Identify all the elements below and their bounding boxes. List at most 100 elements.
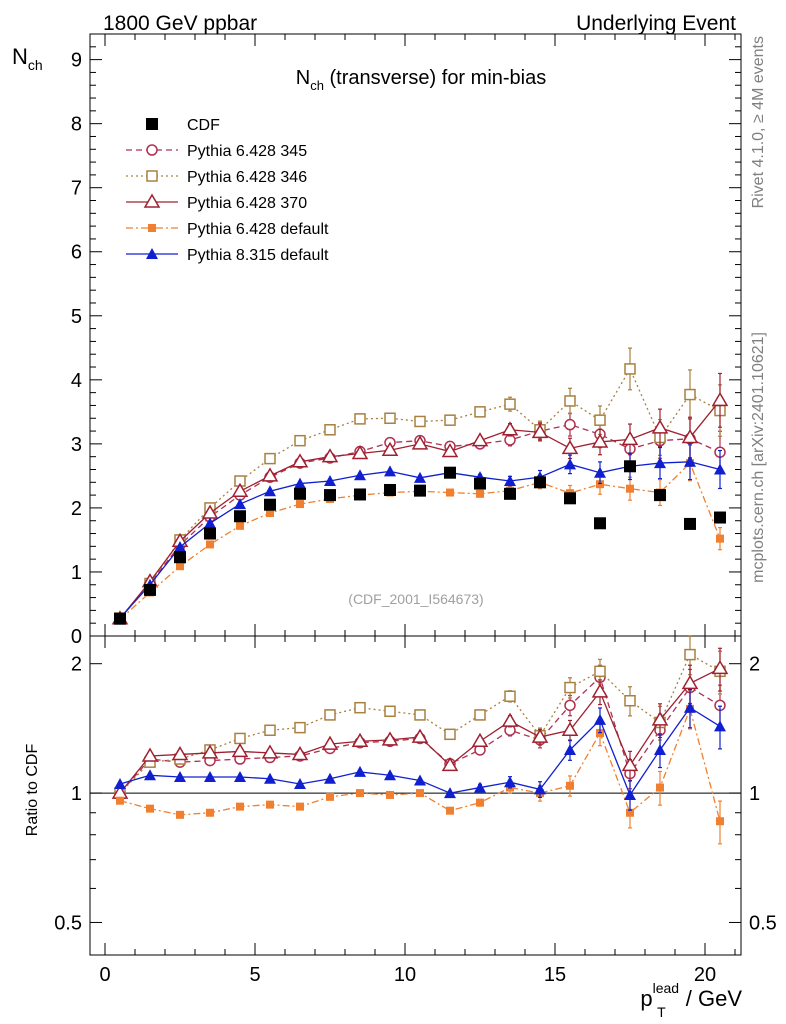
ratio-point [234, 732, 246, 745]
ratio-point [624, 694, 636, 707]
chart-title: Nch (transverse) for min-bias [296, 67, 546, 93]
data-point [266, 509, 274, 518]
data-point [354, 413, 366, 425]
x-tick-label: 5 [249, 964, 260, 986]
data-point [654, 489, 666, 502]
ratio-tick-label: 0.5 [54, 912, 82, 934]
ratio-point [474, 781, 486, 793]
legend-marker [146, 248, 158, 259]
ratio-point [531, 728, 549, 743]
data-point [716, 534, 724, 543]
ratio-point [411, 728, 429, 743]
ratio-point [594, 665, 606, 678]
ratio-point [236, 802, 244, 811]
ratio-point [626, 808, 634, 817]
data-point [144, 583, 156, 596]
data-point [291, 453, 309, 468]
data-point [596, 480, 604, 489]
data-point [441, 443, 459, 458]
data-point [204, 527, 216, 540]
ratio-point [656, 783, 664, 792]
data-point [651, 419, 669, 434]
data-point [504, 398, 516, 410]
series-line [119, 367, 721, 619]
ratio-point [351, 732, 369, 748]
y-tick-label: 7 [71, 178, 82, 200]
header-right: Underlying Event [576, 12, 736, 35]
ratio-point [384, 705, 396, 718]
ratio-tick-label-right: 0.5 [749, 912, 777, 934]
data-point [654, 457, 666, 469]
data-point [504, 487, 516, 500]
ratio-point [446, 806, 454, 815]
ratio-point [206, 808, 214, 817]
data-point [264, 498, 276, 511]
ratio-series-pythia-8-315-default [114, 688, 726, 811]
data-point [174, 540, 186, 552]
ratio-point [326, 792, 334, 801]
ratio-y-label: Ratio to CDF [24, 744, 41, 837]
data-point [204, 517, 216, 529]
ratio-point [264, 772, 276, 784]
y-tick-label: 8 [71, 114, 82, 136]
data-point [534, 476, 546, 489]
data-point [684, 388, 696, 401]
y-tick-label: 0 [71, 626, 82, 648]
ratio-point [591, 683, 609, 698]
data-point [384, 412, 396, 425]
data-point [234, 510, 246, 523]
ratio-point [681, 674, 699, 690]
data-point [114, 612, 126, 625]
y-axis-label: Nch [12, 44, 43, 73]
data-point [294, 477, 306, 489]
ratio-point [234, 770, 246, 782]
data-point [681, 428, 699, 444]
legend-entry-cdf: CDF [146, 117, 220, 134]
data-point [321, 448, 339, 463]
y-tick-label: 5 [71, 306, 82, 328]
ratio-point [171, 745, 189, 761]
ratio-point [264, 724, 276, 737]
ratio-point [444, 728, 456, 741]
data-point [621, 430, 639, 446]
data-point [384, 465, 396, 477]
legend-entry-pythia-6-428-370: Pythia 6.428 370 [126, 193, 307, 212]
ratio-point [116, 796, 124, 805]
ratio-tick-label-right: 2 [749, 654, 760, 676]
ratio-point [231, 742, 249, 758]
x-tick-label: 20 [694, 964, 716, 986]
rivet-label: Rivet 4.1.0, ≥ 4M events [750, 36, 767, 208]
ratio-point [384, 769, 396, 781]
series-cdf [114, 460, 726, 625]
data-point [381, 441, 399, 457]
ratio-point [624, 788, 636, 800]
legend-marker [146, 118, 158, 130]
ratio-point [416, 789, 424, 798]
x-tick-label: 15 [544, 964, 566, 986]
data-point [711, 391, 729, 407]
ratio-point [654, 743, 666, 755]
data-point [176, 562, 184, 571]
ratio-point [504, 690, 516, 702]
legend-marker [148, 224, 156, 232]
ratio-point [386, 790, 394, 799]
x-axis-label: plead T / GeV [640, 980, 742, 1020]
ratio-point [564, 681, 576, 694]
data-point [351, 444, 369, 460]
ratio-point [266, 800, 274, 809]
data-point [234, 498, 246, 510]
legend-label: CDF [187, 117, 220, 134]
ratio-point [564, 699, 576, 712]
ratio-point [566, 781, 574, 790]
data-point [476, 489, 484, 498]
ratio-point [354, 701, 366, 714]
y-tick-label: 4 [71, 370, 82, 392]
legend-entry-pythia-6-428-346: Pythia 6.428 346 [126, 169, 307, 186]
legend-entry-pythia-8-315-default: Pythia 8.315 default [126, 247, 329, 264]
y-tick-label: 2 [71, 498, 82, 520]
ratio-point [714, 720, 726, 732]
ratio-point [716, 817, 724, 826]
ratio-point [174, 770, 186, 782]
ratio-point [651, 711, 669, 726]
